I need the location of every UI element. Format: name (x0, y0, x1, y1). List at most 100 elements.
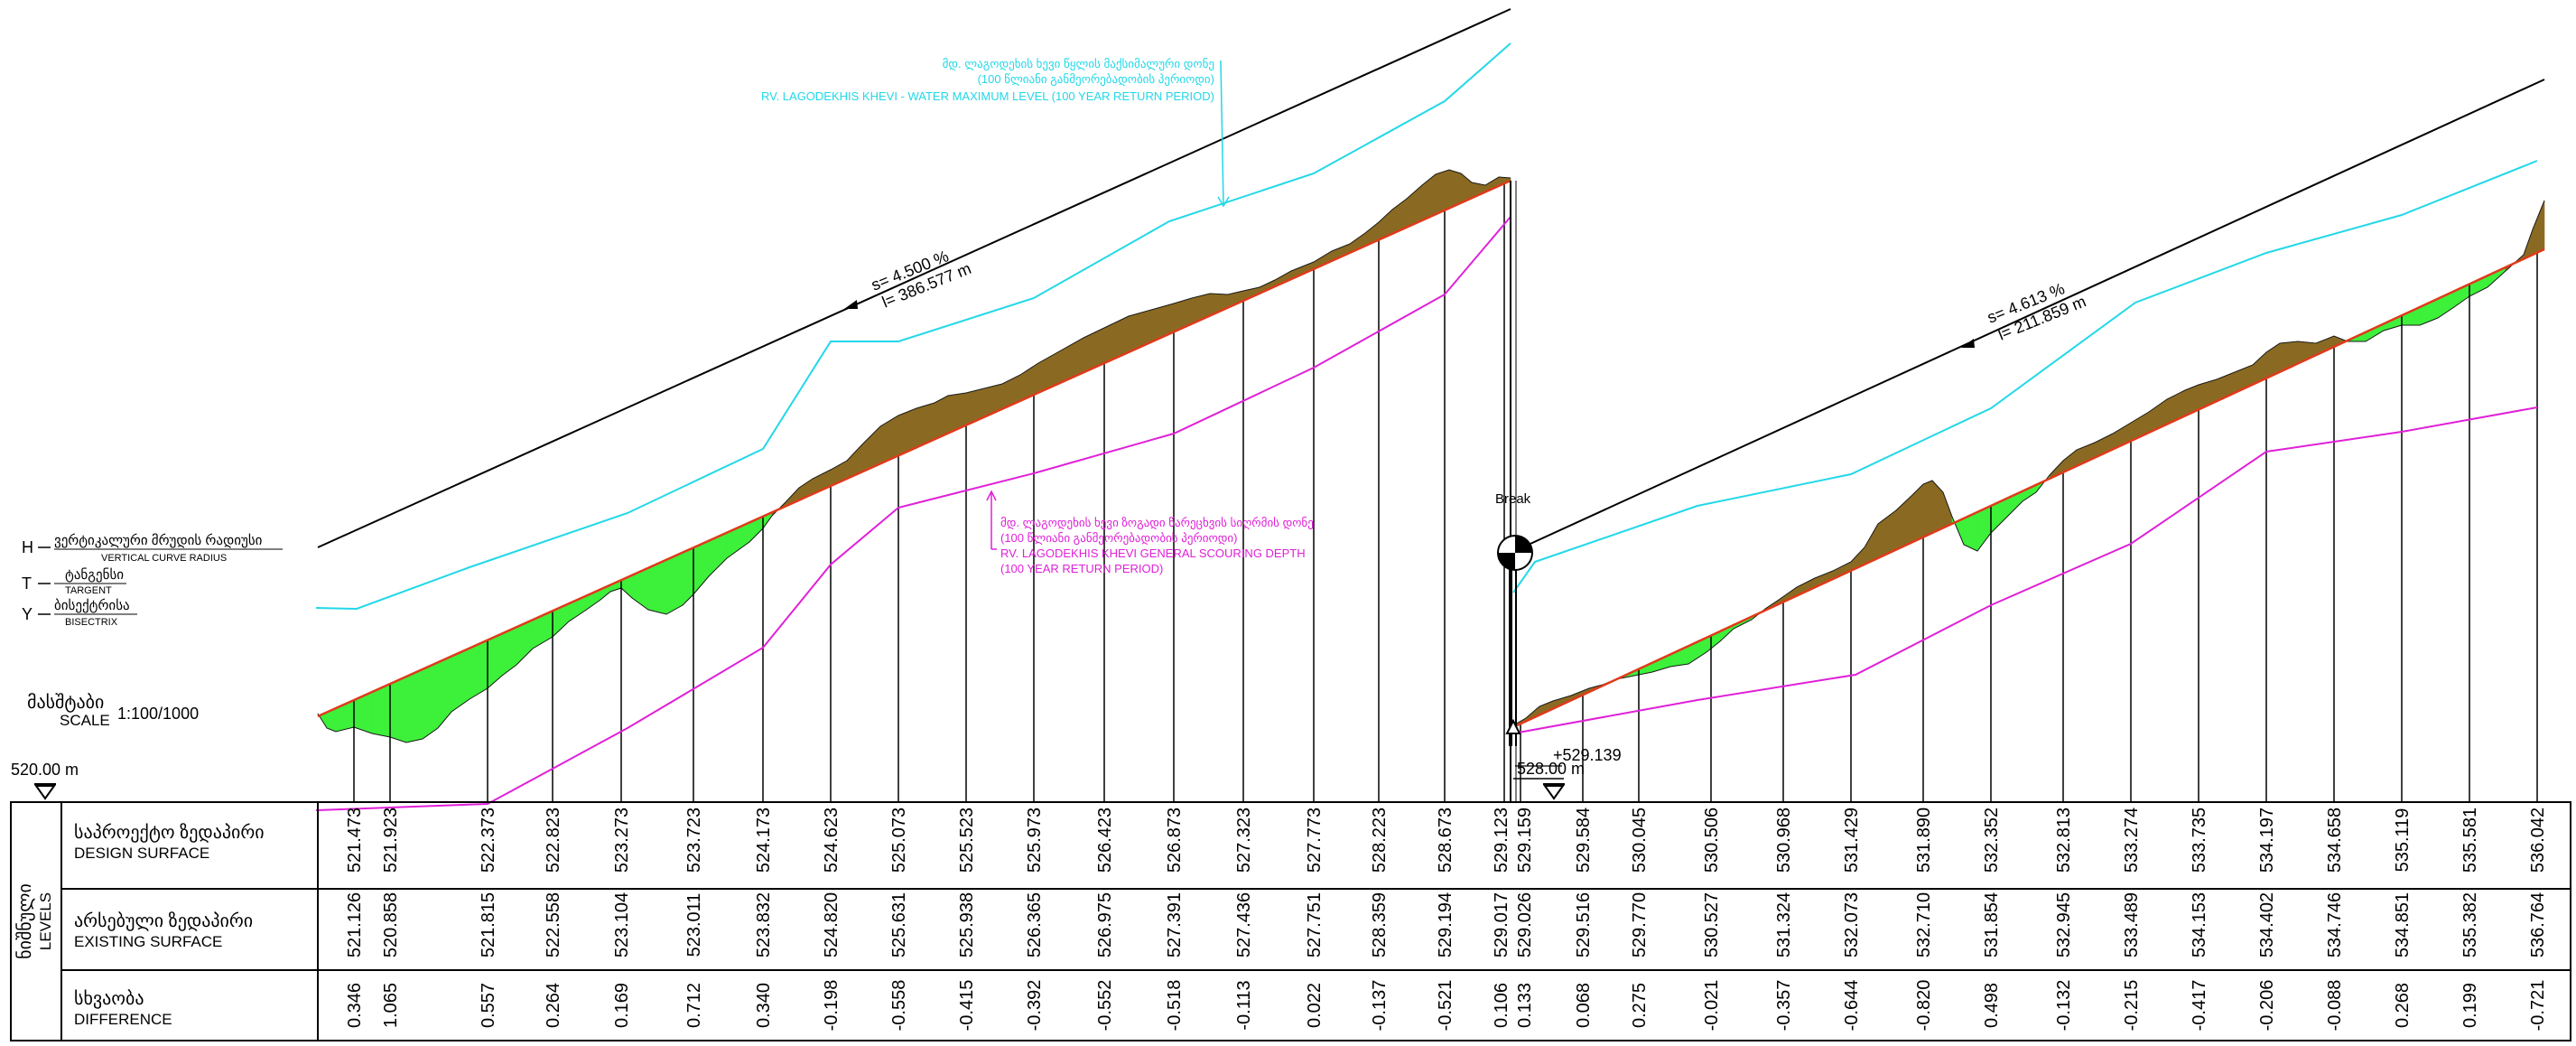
cell-existing: 527.436 (1234, 892, 1254, 957)
table-group-geo: ნიშნული (15, 883, 35, 959)
cell-existing: 523.832 (754, 892, 774, 957)
cell-difference: -0.357 (1774, 980, 1794, 1032)
cell-design: 534.197 (2257, 808, 2277, 873)
cell-difference: -0.137 (1370, 980, 1390, 1032)
cut-area (1128, 309, 1152, 353)
row-existing-en: EXISTING SURFACE (74, 933, 222, 950)
cell-existing: 523.011 (684, 893, 704, 957)
scour-note-line2: (100 წლიანი განმეორებადობის პერიოდი) (1000, 531, 1237, 546)
cell-existing: 529.017 (1492, 892, 1511, 957)
cell-difference: 0.346 (345, 983, 365, 1028)
cell-difference: -0.198 (822, 980, 842, 1032)
cell-design: 532.813 (2054, 808, 2074, 873)
cell-difference: -0.521 (1436, 980, 1455, 1032)
cell-design: 531.429 (1842, 808, 1862, 873)
cell-existing: 528.359 (1370, 892, 1390, 957)
cell-difference: 0.498 (1982, 983, 2002, 1028)
cell-existing: 529.770 (1630, 892, 1650, 957)
cut-area (1421, 173, 1437, 221)
cell-design: 523.273 (612, 808, 632, 873)
scour-note-line3: RV. LAGODEKHIS KHEVI GENERAL SCOURING DE… (1000, 546, 1306, 560)
cell-existing: 532.073 (1842, 892, 1862, 957)
scale-geo: მასშტაბი (27, 693, 104, 713)
cell-design: 529.123 (1492, 808, 1511, 873)
cell-design: 530.045 (1630, 808, 1650, 873)
existing-ground-line (317, 169, 1511, 743)
cell-existing: 536.764 (2528, 892, 2548, 957)
cell-design: 536.042 (2528, 808, 2548, 873)
cell-difference: -0.417 (2190, 980, 2209, 1032)
cell-difference: -0.558 (889, 980, 909, 1032)
fill-area (487, 632, 503, 689)
water-note: მდ. ლაგოდეხის ხევი წყლის მაქსიმალური დონ… (761, 57, 1230, 208)
legend-h-letter: H (22, 538, 33, 556)
fill-area (389, 676, 407, 743)
row-difference-geo: სხვაობა (74, 989, 144, 1009)
cell-difference: 0.106 (1492, 983, 1511, 1028)
legend-y-letter: Y (22, 605, 33, 623)
cut-area (1105, 315, 1130, 363)
cell-existing: 525.938 (957, 892, 977, 957)
legend-h-geo: ვერტიკალური მრუდის რადიუსი (54, 533, 263, 548)
cut-area (1796, 577, 1816, 597)
datum-right-label: 528.00 m (1517, 760, 1585, 778)
water-note-line1: მდ. ლაგოდეხის ხევი წყლის მაქსიმალური დონ… (943, 57, 1214, 71)
cut-area (1778, 586, 1798, 605)
scour-note-line4: (100 YEAR RETURN PERIOD) (1000, 562, 1163, 575)
cell-difference: 1.065 (381, 983, 401, 1028)
water-note-line2: (100 წლიანი განმეორებადობის პერიოდი) (978, 72, 1214, 87)
cell-design: 535.581 (2460, 808, 2480, 873)
datum-right: 528.00 m (1513, 760, 1585, 800)
station-lines (353, 183, 2538, 802)
existing-ground-line (1512, 200, 2545, 726)
cell-difference: -0.644 (1842, 980, 1862, 1032)
cell-difference: 0.199 (2460, 983, 2480, 1028)
cell-existing: 529.026 (1515, 892, 1535, 957)
cut-area (2315, 335, 2335, 356)
cell-difference: 0.264 (544, 983, 563, 1028)
cell-difference: 0.268 (2393, 983, 2413, 1028)
cell-existing: 521.815 (479, 892, 498, 957)
cell-existing: 526.365 (1025, 892, 1045, 957)
cell-design: 522.823 (544, 808, 563, 873)
cell-design: 524.173 (754, 808, 774, 873)
cell-difference: -0.552 (1095, 980, 1115, 1032)
break-marker: Break +529.139 (1495, 181, 1622, 802)
cut-fill-areas (317, 169, 2545, 743)
scale-en: SCALE (60, 712, 110, 729)
cell-difference: -0.088 (2325, 980, 2345, 1032)
water-note-line3: RV. LAGODEKHIS KHEVI - WATER MAXIMUM LEV… (761, 89, 1214, 103)
cell-design: 527.773 (1305, 808, 1325, 873)
cell-design: 533.274 (2122, 808, 2142, 873)
cell-design: 522.373 (479, 808, 498, 873)
cell-difference: -0.820 (1914, 980, 1934, 1032)
cell-difference: 0.712 (684, 983, 704, 1028)
fill-area (647, 559, 667, 615)
cell-design: 534.658 (2325, 808, 2345, 873)
cell-design: 535.119 (2393, 808, 2413, 873)
cell-difference: -0.215 (2122, 980, 2142, 1032)
cell-existing: 525.631 (889, 892, 909, 957)
cell-existing: 522.558 (544, 892, 563, 957)
cell-difference: -0.518 (1165, 980, 1185, 1032)
cell-existing: 531.324 (1774, 892, 1794, 957)
break-level: +529.139 (1553, 746, 1622, 764)
fill-area (437, 656, 452, 729)
cell-design: 526.423 (1095, 808, 1115, 873)
cell-existing: 529.194 (1436, 892, 1455, 957)
cell-existing: 534.402 (2257, 892, 2277, 957)
datum-left-label: 520.00 m (11, 761, 79, 779)
cell-design: 533.735 (2190, 808, 2209, 873)
cell-difference: 0.068 (1574, 983, 1594, 1028)
water-level-line-right (1512, 160, 2538, 593)
cell-design: 528.673 (1436, 808, 1455, 873)
cell-design: 530.506 (1702, 808, 1722, 873)
cell-difference: -0.132 (2054, 980, 2074, 1032)
cell-design: 527.323 (1234, 808, 1254, 873)
cut-area (1931, 480, 1944, 534)
fill-area (665, 552, 684, 615)
cell-difference: -0.415 (957, 980, 977, 1032)
cell-difference: 0.275 (1630, 983, 1650, 1028)
legend-y-en: BISECTRIX (65, 617, 118, 628)
